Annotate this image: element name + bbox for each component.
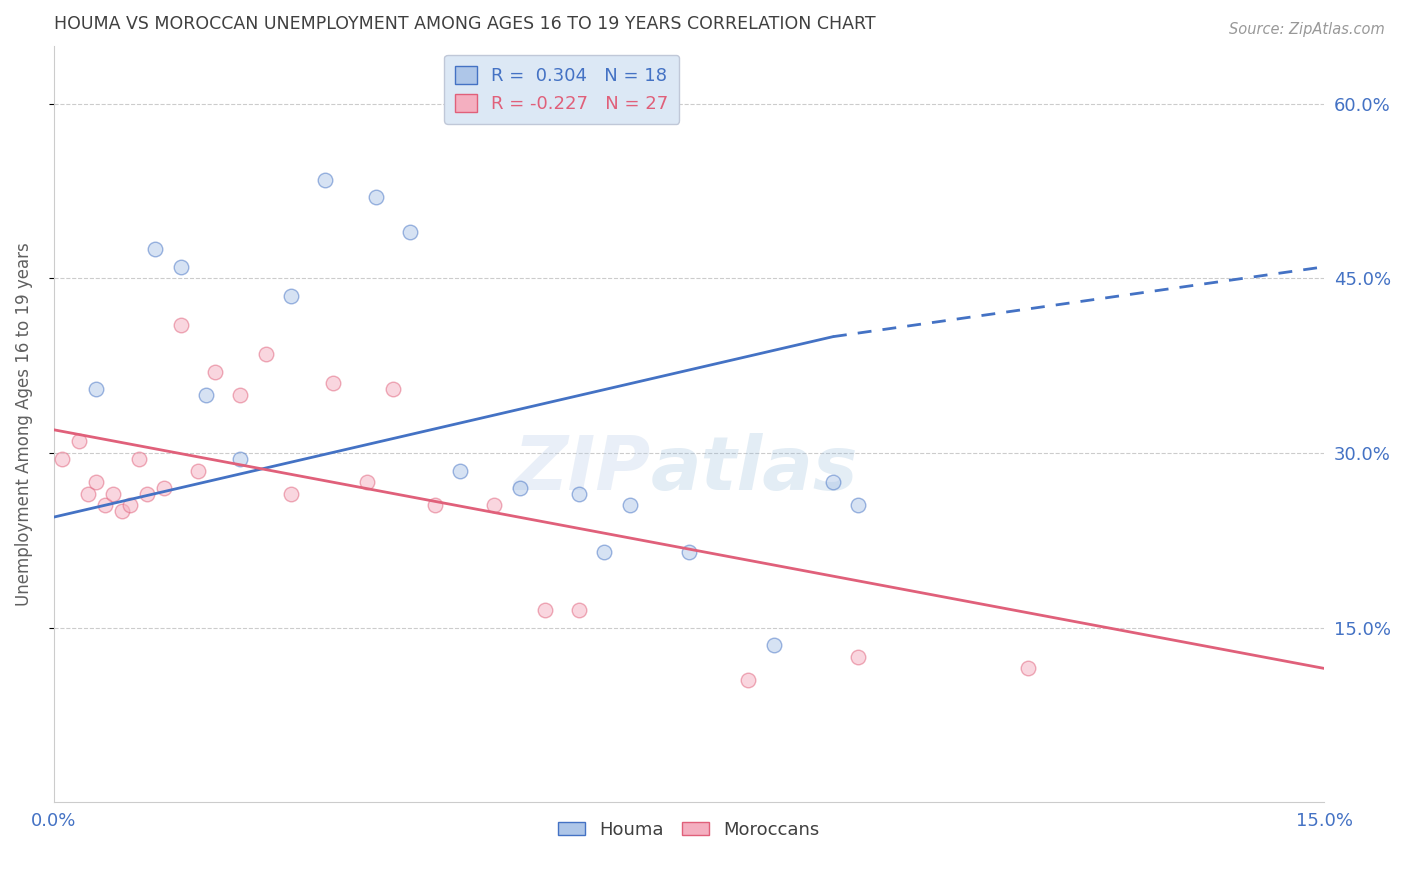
Point: [170, 318, 193, 332]
Point: [848, 499, 870, 513]
Point: [101, 487, 124, 501]
Text: Source: ZipAtlas.com: Source: ZipAtlas.com: [1229, 22, 1385, 37]
Point: [534, 603, 557, 617]
Point: [280, 289, 302, 303]
Point: [364, 190, 387, 204]
Point: [153, 481, 176, 495]
Point: [762, 638, 785, 652]
Point: [204, 365, 226, 379]
Y-axis label: Unemployment Among Ages 16 to 19 years: Unemployment Among Ages 16 to 19 years: [15, 242, 32, 606]
Point: [229, 451, 252, 466]
Point: [593, 545, 616, 559]
Point: [110, 504, 132, 518]
Point: [67, 434, 90, 449]
Point: [398, 225, 420, 239]
Point: [254, 347, 277, 361]
Point: [484, 499, 506, 513]
Point: [51, 451, 73, 466]
Point: [568, 603, 591, 617]
Point: [737, 673, 759, 687]
Point: [423, 499, 446, 513]
Point: [93, 499, 115, 513]
Point: [678, 545, 700, 559]
Legend: Houma, Moroccans: Houma, Moroccans: [551, 814, 827, 847]
Point: [356, 475, 378, 490]
Point: [322, 376, 344, 391]
Point: [619, 499, 641, 513]
Text: HOUMA VS MOROCCAN UNEMPLOYMENT AMONG AGES 16 TO 19 YEARS CORRELATION CHART: HOUMA VS MOROCCAN UNEMPLOYMENT AMONG AGE…: [53, 15, 876, 33]
Point: [381, 382, 404, 396]
Point: [1017, 661, 1039, 675]
Point: [136, 487, 159, 501]
Point: [170, 260, 193, 274]
Point: [821, 475, 844, 490]
Point: [568, 487, 591, 501]
Text: atlas: atlas: [651, 433, 859, 506]
Point: [84, 382, 107, 396]
Point: [76, 487, 98, 501]
Point: [509, 481, 531, 495]
Point: [128, 451, 150, 466]
Point: [187, 463, 209, 477]
Point: [195, 388, 218, 402]
Point: [848, 649, 870, 664]
Point: [118, 499, 141, 513]
Point: [229, 388, 252, 402]
Point: [145, 243, 167, 257]
Text: ZIP: ZIP: [513, 433, 651, 506]
Point: [280, 487, 302, 501]
Point: [84, 475, 107, 490]
Point: [314, 172, 336, 186]
Point: [449, 463, 471, 477]
